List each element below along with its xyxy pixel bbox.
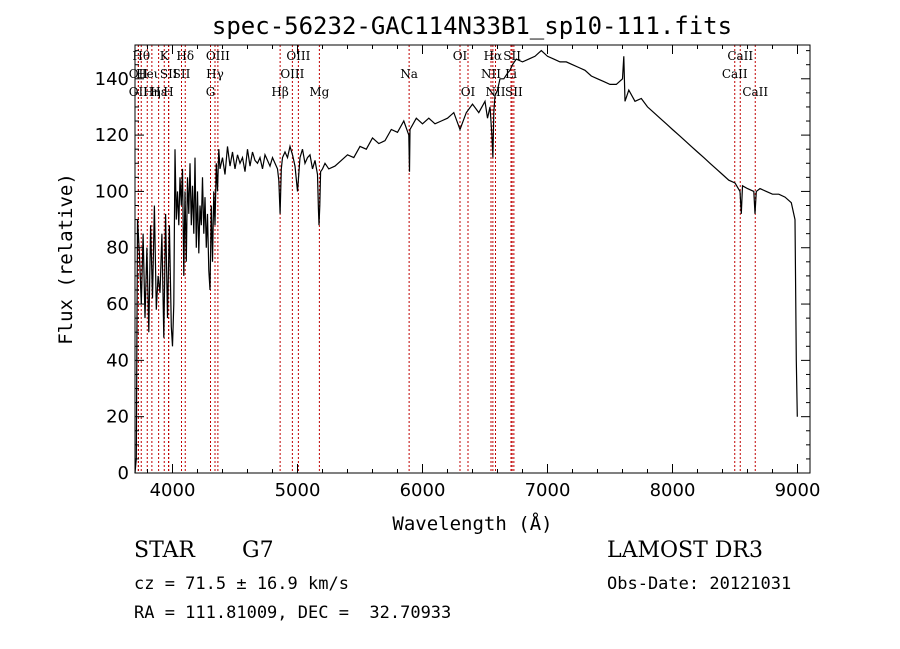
chart-title: spec-56232-GAC114N33B1_sp10-111.fits [212, 12, 732, 40]
line-marker-label-25: SII [503, 49, 521, 63]
line-marker-label-9: SII [173, 67, 191, 81]
y-tick-label-3: 60 [106, 294, 129, 315]
line-marker-label-26: SII [505, 85, 523, 99]
y-tick-label-0: 0 [118, 463, 129, 484]
line-marker-label-19: OI [453, 49, 468, 63]
x-tick-label-1: 5000 [275, 480, 321, 501]
coordinates: RA = 111.81009, DEC = 32.70933 [134, 603, 452, 623]
y-tick-label-2: 40 [106, 350, 129, 371]
line-marker-label-10: Hδ [176, 49, 194, 63]
y-axis-ticks: 0 20 40 60 80 100 120 140 [95, 50, 810, 484]
object-type: STAR [134, 538, 195, 563]
redshift-info: cz = 71.5 ± 16.9 km/s [134, 574, 349, 594]
line-marker-label-7: H [163, 85, 173, 99]
y-tick-label-1: 20 [106, 407, 129, 428]
line-marker-label-3: Heι [136, 67, 159, 81]
line-marker-label-14: Hβ [271, 85, 288, 99]
plot-frame [134, 44, 811, 474]
line-marker-labels: HθOIIOIIHeιHηHεKHSIISIIHδGHγOIIIHβOIIIOI… [129, 49, 769, 99]
x-tick-label-3: 7000 [525, 480, 571, 501]
line-marker-label-22: Hα [484, 49, 503, 63]
line-marker-label-17: Mg [309, 85, 329, 99]
line-marker-label-2: OII [129, 85, 149, 99]
line-marker-label-13: OIII [206, 49, 230, 63]
line-marker-label-21: NII [481, 67, 501, 81]
line-marker-label-18: Na [400, 67, 418, 81]
line-marker-label-1: OII [129, 67, 149, 81]
line-marker-label-12: Hγ [206, 67, 224, 81]
line-marker-label-27: CaII [722, 67, 748, 81]
x-axis-ticks: 4000 5000 6000 7000 8000 9000 [147, 45, 821, 501]
x-tick-label-0: 4000 [150, 480, 196, 501]
line-marker-label-15: OIII [280, 67, 304, 81]
survey-name: LAMOST DR3 [607, 538, 763, 563]
obs-date: Obs-Date: 20121031 [607, 574, 792, 594]
line-marker-label-28: CaII [727, 49, 753, 63]
y-tick-label-7: 140 [95, 69, 129, 90]
line-marker-label-0: Hθ [132, 49, 150, 63]
line-marker-label-23: NII [486, 85, 506, 99]
spectrum-line [134, 49, 798, 474]
object-subclass: G7 [242, 538, 274, 563]
x-axis-label: Wavelength (Å) [392, 512, 552, 535]
y-tick-label-6: 120 [95, 125, 129, 146]
x-tick-label-4: 8000 [650, 480, 696, 501]
line-marker-label-16: OIII [286, 49, 310, 63]
y-axis-label: Flux (relative) [55, 173, 77, 345]
line-marker-label-6: K [160, 49, 170, 63]
y-tick-label-4: 80 [106, 238, 129, 259]
line-marker-label-5: Hε [150, 85, 167, 99]
x-tick-label-2: 6000 [400, 480, 446, 501]
line-marker-label-11: G [206, 85, 216, 99]
line-marker-label-24: Li [505, 67, 517, 81]
line-marker-label-8: SII [160, 67, 178, 81]
line-marker-label-4: Hη [143, 85, 161, 99]
y-tick-label-5: 100 [95, 181, 129, 202]
line-marker-label-29: CaII [742, 85, 768, 99]
x-tick-label-5: 9000 [775, 480, 821, 501]
line-markers [137, 45, 756, 473]
line-marker-label-20: OI [461, 85, 476, 99]
